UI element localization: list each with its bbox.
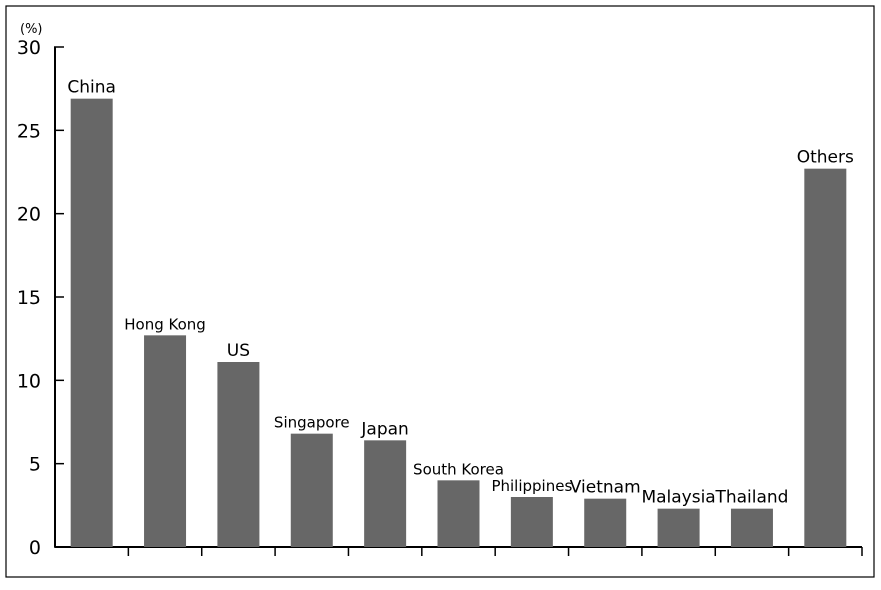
bar-label: South Korea <box>413 460 504 478</box>
bar-china <box>70 98 113 548</box>
bar-label: Singapore <box>274 414 350 432</box>
bar-label: Hong Kong <box>124 315 206 333</box>
bar-label: Malaysia <box>641 488 715 508</box>
bar-label: Japan <box>360 419 408 439</box>
bar-singapore <box>290 433 333 547</box>
y-tick-label: 30 <box>17 37 41 59</box>
y-tick-label: 5 <box>29 454 41 476</box>
bar-japan <box>364 440 407 547</box>
y-tick-label: 0 <box>29 537 41 559</box>
y-tick-label: 10 <box>17 370 41 392</box>
bar-us <box>217 362 260 547</box>
bar-others <box>804 168 847 547</box>
bar-philippines <box>510 497 553 547</box>
y-tick-label: 25 <box>17 120 41 142</box>
bar-label: Thailand <box>714 488 788 508</box>
bar-label: Vietnam <box>570 478 641 498</box>
bar-south-korea <box>437 480 480 547</box>
y-unit-label: (%) <box>20 22 43 37</box>
bar-label: China <box>67 78 116 98</box>
bar-hong-kong <box>144 335 187 547</box>
bar-vietnam <box>584 498 627 547</box>
bar-label: US <box>227 341 250 361</box>
y-axis: 0 5 10 15 20 25 30 <box>17 37 64 559</box>
bar-thailand <box>730 508 773 547</box>
bar-label: Philippines <box>491 477 572 495</box>
y-tick-label: 15 <box>17 287 41 309</box>
bar-malaysia <box>657 508 700 547</box>
y-tick-label: 20 <box>17 204 41 226</box>
bar-labels: China Hong Kong US Singapore Japan South Kore… <box>67 78 854 508</box>
bars <box>70 98 847 548</box>
bar-label: Others <box>797 148 854 168</box>
